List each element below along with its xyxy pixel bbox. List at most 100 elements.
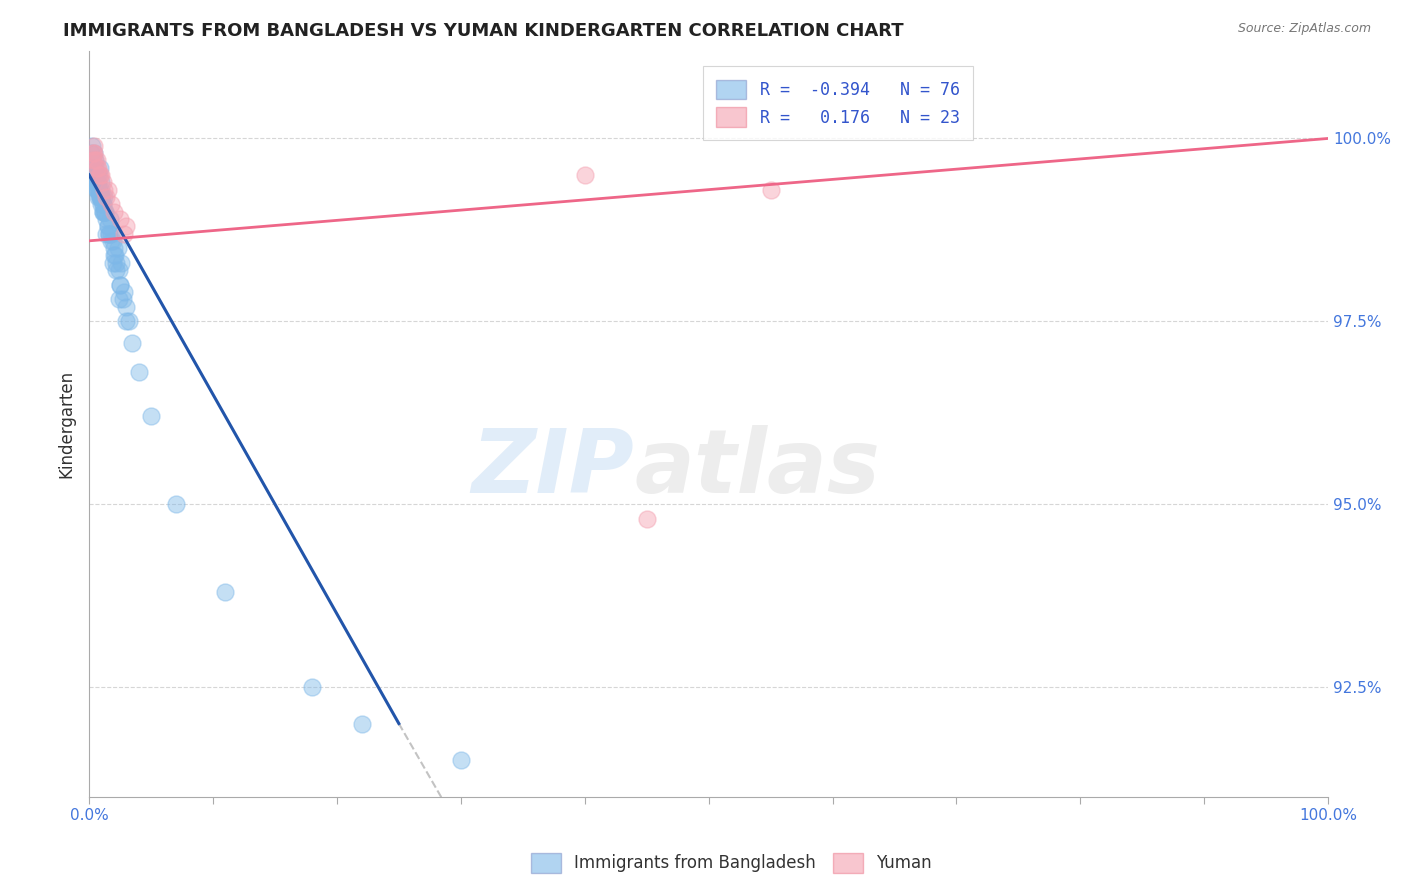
Point [101,256,124,270]
Point [82,153,104,168]
Point [89,190,111,204]
Point [84,168,107,182]
Point [214,585,236,599]
Point [118,314,141,328]
Point [115,219,138,234]
Point [84,175,107,189]
Point [83,146,105,161]
Point [87,168,110,182]
Point [80,146,103,161]
Point [82,168,104,182]
Point [82,168,104,182]
Point [82,146,104,161]
Point [107,263,129,277]
Point [86,183,108,197]
Point [112,285,135,299]
Point [108,277,131,292]
Point [83,161,105,175]
Point [98,211,121,226]
Point [636,512,658,526]
Point [165,497,187,511]
Point [89,190,111,204]
Point [87,183,110,197]
Point [100,197,122,211]
Point [450,753,472,767]
Point [84,153,107,168]
Point [100,234,122,248]
Point [301,680,323,694]
Point [93,190,115,204]
Point [84,161,107,175]
Point [83,146,105,161]
Point [83,138,105,153]
Point [93,183,115,197]
Point [97,227,120,241]
Point [96,211,118,226]
Point [97,219,120,234]
Point [87,168,110,182]
Point [97,183,120,197]
Point [574,168,596,182]
Point [86,175,108,189]
Point [82,138,104,153]
Point [108,211,131,226]
Point [128,366,150,380]
Point [103,248,125,262]
Point [759,183,782,197]
Point [104,248,127,262]
Point [96,227,118,241]
Text: atlas: atlas [634,425,880,512]
Point [103,204,125,219]
Text: ZIP: ZIP [471,425,634,512]
Point [90,168,112,182]
Point [97,219,120,234]
Y-axis label: Kindergarten: Kindergarten [58,369,75,478]
Point [350,716,373,731]
Point [101,234,124,248]
Text: IMMIGRANTS FROM BANGLADESH VS YUMAN KINDERGARTEN CORRELATION CHART: IMMIGRANTS FROM BANGLADESH VS YUMAN KIND… [63,22,904,40]
Point [90,183,112,197]
Point [87,183,110,197]
Point [107,293,129,307]
Point [115,314,138,328]
Legend: Immigrants from Bangladesh, Yuman: Immigrants from Bangladesh, Yuman [524,847,938,880]
Point [105,256,128,270]
Point [84,175,107,189]
Point [87,190,110,204]
Point [100,227,122,241]
Point [107,241,129,255]
Point [87,183,110,197]
Point [82,168,104,182]
Point [91,204,114,219]
Point [89,168,111,182]
Point [96,190,118,204]
Point [91,175,114,189]
Point [86,183,108,197]
Point [86,153,108,168]
Point [89,190,111,204]
Point [80,153,103,168]
Point [83,153,105,168]
Point [121,336,143,351]
Point [86,161,108,175]
Point [87,161,110,175]
Point [115,300,138,314]
Point [103,241,125,255]
Point [90,175,112,189]
Point [139,409,162,424]
Point [105,263,128,277]
Point [82,161,104,175]
Point [91,204,114,219]
Point [108,277,131,292]
Point [93,204,115,219]
Point [90,197,112,211]
Point [94,204,117,219]
Point [110,256,132,270]
Point [91,197,114,211]
Point [89,161,111,175]
Point [97,227,120,241]
Point [111,293,134,307]
Point [91,197,114,211]
Point [94,204,117,219]
Point [87,175,110,189]
